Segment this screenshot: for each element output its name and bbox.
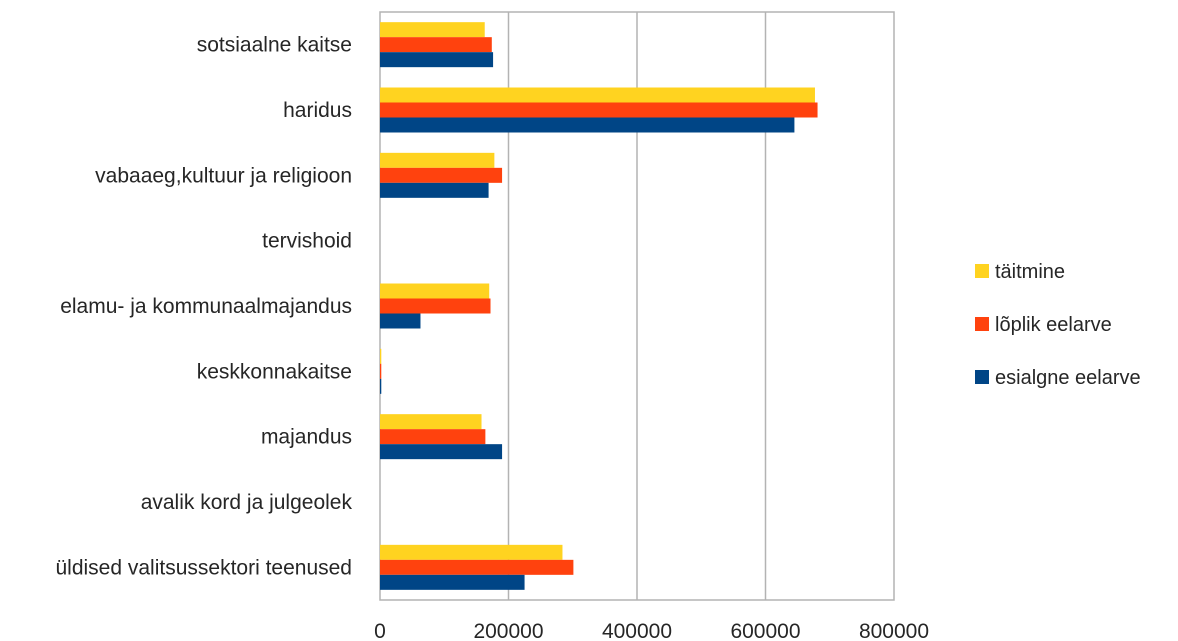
bar-taitmine bbox=[380, 414, 482, 430]
legend-swatch-taitmine bbox=[975, 264, 989, 278]
legend-swatch-esialgne-eelarve bbox=[975, 370, 989, 384]
bar-esialgne-eelarve bbox=[380, 574, 525, 590]
x-tick-labels: 0 200000 400000 600000 800000 bbox=[374, 620, 929, 641]
legend-swatch-loplik-eelarve bbox=[975, 317, 989, 331]
bar-taitmine bbox=[380, 22, 485, 38]
category-label: keskkonnakaitse bbox=[197, 360, 352, 383]
category-label: majandus bbox=[261, 426, 352, 449]
bar-esialgne-eelarve bbox=[380, 52, 494, 68]
bars bbox=[380, 22, 818, 590]
bar-esialgne-eelarve bbox=[380, 182, 489, 198]
bar-loplik-eelarve bbox=[380, 429, 486, 445]
category-label: üldised valitsussektori teenused bbox=[55, 556, 352, 579]
bar-loplik-eelarve bbox=[380, 102, 818, 118]
category-label: avalik kord ja julgeolek bbox=[141, 491, 353, 514]
bar-taitmine bbox=[380, 283, 490, 299]
bar-taitmine bbox=[380, 348, 382, 364]
category-label: haridus bbox=[283, 99, 352, 122]
bar-loplik-eelarve bbox=[380, 559, 574, 575]
legend-label: esialgne eelarve bbox=[995, 367, 1141, 389]
bar-taitmine bbox=[380, 87, 815, 103]
category-label: vabaaeg,kultuur ja religioon bbox=[95, 164, 352, 187]
bar-esialgne-eelarve bbox=[380, 378, 382, 394]
bar-taitmine bbox=[380, 544, 563, 560]
x-tick-label: 600000 bbox=[730, 620, 800, 641]
x-tick-label: 400000 bbox=[602, 620, 672, 641]
legend-label: täitmine bbox=[995, 261, 1065, 283]
category-label: elamu- ja kommunaalmajandus bbox=[60, 295, 352, 318]
category-labels: sotsiaalne kaitse haridus vabaaeg,kultuur … bbox=[55, 34, 352, 580]
bar-loplik-eelarve bbox=[380, 167, 503, 183]
bar-loplik-eelarve bbox=[380, 363, 382, 379]
x-tick-label: 200000 bbox=[473, 620, 543, 641]
bar-esialgne-eelarve bbox=[380, 117, 795, 133]
bar-taitmine bbox=[380, 152, 495, 168]
x-tick-label: 800000 bbox=[859, 620, 929, 641]
bar-loplik-eelarve bbox=[380, 298, 491, 314]
legend: täitmine lõplik eelarve esialgne eelarve bbox=[975, 261, 1141, 389]
legend-label: lõplik eelarve bbox=[995, 314, 1112, 336]
x-tick-label: 0 bbox=[374, 620, 386, 641]
bar-esialgne-eelarve bbox=[380, 313, 421, 329]
bar-loplik-eelarve bbox=[380, 37, 492, 53]
category-label: tervishoid bbox=[262, 230, 352, 253]
bar-esialgne-eelarve bbox=[380, 444, 503, 460]
category-label: sotsiaalne kaitse bbox=[197, 34, 352, 57]
